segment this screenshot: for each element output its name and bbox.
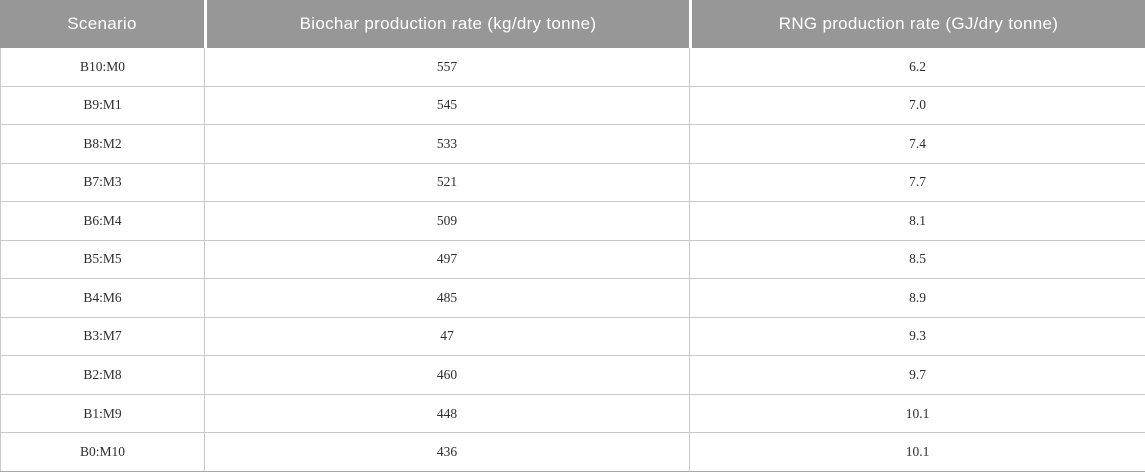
- table-body: B10:M0 557 6.2 B9:M1 545 7.0 B8:M2 533 7…: [0, 48, 1145, 472]
- rng-rate-cell: 8.9: [689, 279, 1145, 317]
- scenario-cell: B8:M2: [0, 125, 204, 163]
- rng-rate-cell: 9.3: [689, 317, 1145, 356]
- column-header-biochar-production-rate: Biochar production rate (kg/dry tonne): [204, 0, 689, 48]
- biochar-rate-cell: 485: [204, 279, 689, 317]
- biochar-rate-cell: 436: [204, 433, 689, 471]
- table-header-row: Scenario Biochar production rate (kg/dry…: [0, 0, 1145, 48]
- biochar-rate-cell: 497: [204, 240, 689, 279]
- scenario-cell: B3:M7: [0, 317, 204, 356]
- table-row: B5:M5 497 8.5: [0, 240, 1145, 280]
- scenario-cell: B5:M5: [0, 240, 204, 279]
- biochar-rate-cell: 509: [204, 202, 689, 240]
- scenario-cell: B6:M4: [0, 202, 204, 240]
- biochar-rate-cell: 521: [204, 163, 689, 202]
- biochar-rate-cell: 533: [204, 125, 689, 163]
- rng-rate-cell: 10.1: [689, 433, 1145, 471]
- table-row: B10:M0 557 6.2: [0, 48, 1145, 87]
- biochar-rate-cell: 460: [204, 356, 689, 394]
- rng-rate-cell: 8.1: [689, 202, 1145, 240]
- table-row: B3:M7 47 9.3: [0, 317, 1145, 357]
- rng-rate-cell: 7.0: [689, 86, 1145, 125]
- biochar-rate-cell: 557: [204, 48, 689, 86]
- biochar-rate-cell: 448: [204, 394, 689, 433]
- scenario-cell: B7:M3: [0, 163, 204, 202]
- scenario-cell: B1:M9: [0, 394, 204, 433]
- table-row: B4:M6 485 8.9: [0, 279, 1145, 318]
- scenario-cell: B4:M6: [0, 279, 204, 317]
- table-row: B2:M8 460 9.7: [0, 356, 1145, 395]
- rng-rate-cell: 10.1: [689, 394, 1145, 433]
- table-row: B6:M4 509 8.1: [0, 202, 1145, 241]
- table-row: B1:M9 448 10.1: [0, 394, 1145, 434]
- column-header-scenario: Scenario: [0, 0, 204, 48]
- scenario-cell: B2:M8: [0, 356, 204, 394]
- scenario-cell: B10:M0: [0, 48, 204, 86]
- rng-rate-cell: 9.7: [689, 356, 1145, 394]
- table-row: B8:M2 533 7.4: [0, 125, 1145, 164]
- rng-rate-cell: 7.4: [689, 125, 1145, 163]
- scenario-cell: B9:M1: [0, 86, 204, 125]
- table-row: B7:M3 521 7.7: [0, 163, 1145, 203]
- biochar-rate-cell: 545: [204, 86, 689, 125]
- rng-rate-cell: 7.7: [689, 163, 1145, 202]
- rng-rate-cell: 6.2: [689, 48, 1145, 86]
- table-row: B0:M10 436 10.1: [0, 433, 1145, 472]
- scenario-cell: B0:M10: [0, 433, 204, 471]
- column-header-rng-production-rate: RNG production rate (GJ/dry tonne): [689, 0, 1145, 48]
- table-row: B9:M1 545 7.0: [0, 86, 1145, 126]
- rng-rate-cell: 8.5: [689, 240, 1145, 279]
- biochar-rate-cell: 47: [204, 317, 689, 356]
